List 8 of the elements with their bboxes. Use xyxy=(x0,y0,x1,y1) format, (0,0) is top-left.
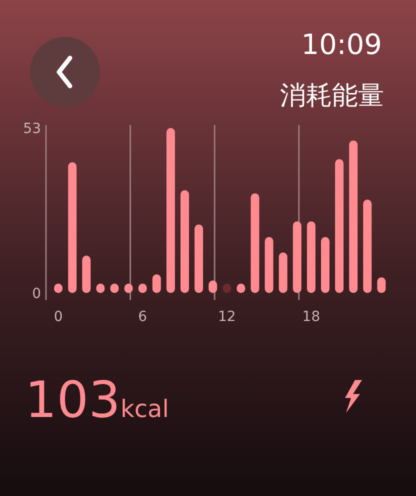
x-tick-label: 6 xyxy=(138,309,148,325)
x-tick-label: 0 xyxy=(54,309,63,325)
chart-title: 消耗能量 xyxy=(280,81,384,111)
text: 10:09 xyxy=(301,28,382,61)
x-tick-label: 12 xyxy=(218,309,236,325)
y-tick-label: 53 xyxy=(23,120,41,137)
text: 103kcal xyxy=(25,371,169,429)
x-tick-label: 18 xyxy=(302,309,320,325)
